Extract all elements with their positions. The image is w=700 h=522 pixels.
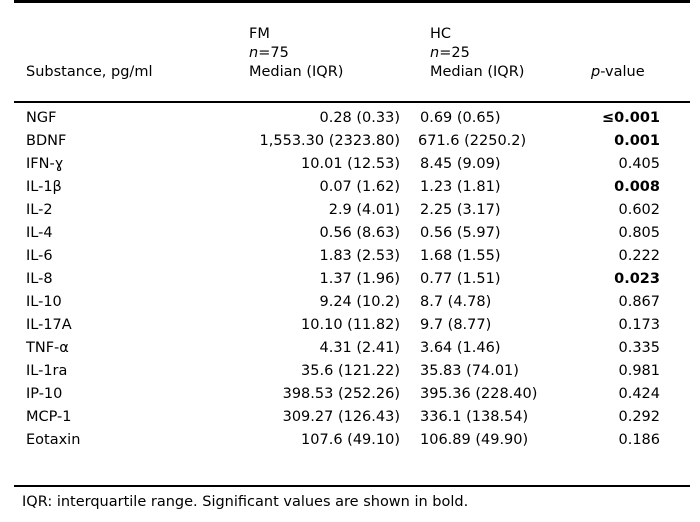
- cell-substance: MCP-1: [26, 409, 72, 425]
- cell-p-value: 0.023: [614, 271, 660, 287]
- table-row: IL-4 0.56 (8.63) 0.56 (5.97) 0.805: [0, 222, 700, 245]
- cell-fm: 309.27 (126.43): [282, 409, 400, 425]
- table-row: IP-10 398.53 (252.26) 395.36 (228.40) 0.424: [0, 383, 700, 406]
- cell-substance: IFN-ɣ: [26, 156, 64, 172]
- cell-p-value: 0.424: [618, 386, 660, 402]
- cell-hc: 671.6 (2250.2): [418, 133, 527, 149]
- header-hc-group: HC: [430, 26, 452, 42]
- cell-p-value: 0.173: [618, 317, 660, 333]
- cell-fm: 1,553.30 (2323.80): [259, 133, 400, 149]
- table-row: Eotaxin 107.6 (49.10) 106.89 (49.90) 0.186: [0, 429, 700, 452]
- table-row: IL-17A 10.10 (11.82) 9.7 (8.77) 0.173: [0, 314, 700, 337]
- cell-fm: 35.6 (121.22): [301, 363, 400, 379]
- table-row: NGF 0.28 (0.33) 0.69 (0.65) ≤0.001: [0, 107, 700, 130]
- cell-substance: TNF-α: [26, 340, 69, 356]
- header-fm-stat: Median (IQR): [249, 64, 344, 80]
- table-row: IL-1β 0.07 (1.62) 1.23 (1.81) 0.008: [0, 176, 700, 199]
- table-body: NGF 0.28 (0.33) 0.69 (0.65) ≤0.001 BDNF 1,553…: [0, 107, 700, 452]
- cell-hc: 395.36 (228.40): [420, 386, 538, 402]
- table-row: TNF-α 4.31 (2.41) 3.64 (1.46) 0.335: [0, 337, 700, 360]
- cell-p-value: 0.001: [614, 133, 660, 149]
- cell-p-value: 0.602: [618, 202, 660, 218]
- cell-fm: 107.6 (49.10): [301, 432, 400, 448]
- cell-hc: 8.7 (4.78): [420, 294, 492, 310]
- table-row: MCP-1 309.27 (126.43) 336.1 (138.54) 0.292: [0, 406, 700, 429]
- cell-hc: 2.25 (3.17): [420, 202, 501, 218]
- cell-p-value: 0.292: [618, 409, 660, 425]
- cell-fm: 9.24 (10.2): [319, 294, 401, 310]
- cell-hc: 106.89 (49.90): [420, 432, 529, 448]
- cell-p-value: 0.335: [618, 340, 660, 356]
- cell-fm: 1.83 (2.53): [319, 248, 401, 264]
- table-row: IFN-ɣ 10.01 (12.53) 8.45 (9.09) 0.405: [0, 153, 700, 176]
- cell-hc: 336.1 (138.54): [420, 409, 529, 425]
- header-hc-n-value: =25: [439, 45, 470, 61]
- cell-hc: 8.45 (9.09): [420, 156, 501, 172]
- cell-fm: 10.01 (12.53): [301, 156, 400, 172]
- cell-hc: 0.69 (0.65): [420, 110, 501, 126]
- table-row: IL-8 1.37 (1.96) 0.77 (1.51) 0.023: [0, 268, 700, 291]
- cell-substance: NGF: [26, 110, 57, 126]
- cell-fm: 10.10 (11.82): [301, 317, 400, 333]
- header-hc-n-label: n: [430, 45, 440, 61]
- header-substance-label: Substance, pg/ml: [26, 64, 153, 80]
- cell-hc: 3.64 (1.46): [420, 340, 501, 356]
- table-row: IL-10 9.24 (10.2) 8.7 (4.78) 0.867: [0, 291, 700, 314]
- table-header-rule: [14, 101, 690, 103]
- cell-hc: 9.7 (8.77): [420, 317, 492, 333]
- header-substance: Substance, pg/ml: [26, 63, 152, 82]
- cell-p-value: ≤0.001: [601, 110, 660, 126]
- cell-p-value: 0.981: [618, 363, 660, 379]
- cell-substance: IL-2: [26, 202, 53, 218]
- table-bottom-rule: [14, 485, 690, 487]
- cell-substance: IL-17A: [26, 317, 72, 333]
- header-fm-n: n=75: [249, 44, 343, 63]
- cell-p-value: 0.805: [618, 225, 660, 241]
- cell-p-value: 0.867: [618, 294, 660, 310]
- cell-hc: 1.68 (1.55): [420, 248, 501, 264]
- cell-fm: 1.37 (1.96): [319, 271, 401, 287]
- cell-hc: 35.83 (74.01): [420, 363, 519, 379]
- cell-substance: IL-1ra: [26, 363, 68, 379]
- header-fm: FM n=75 Median (IQR): [249, 25, 343, 82]
- cell-p-value: 0.008: [614, 179, 660, 195]
- table-footnote: IQR: interquartile range. Significant va…: [22, 494, 469, 510]
- cell-fm: 0.56 (8.63): [319, 225, 401, 241]
- table-row: IL-2 2.9 (4.01) 2.25 (3.17) 0.602: [0, 199, 700, 222]
- header-p-rest: -value: [600, 64, 645, 80]
- cell-p-value: 0.222: [618, 248, 660, 264]
- cell-substance: BDNF: [26, 133, 67, 149]
- cell-substance: IP-10: [26, 386, 63, 402]
- table-row: IL-1ra 35.6 (121.22) 35.83 (74.01) 0.981: [0, 360, 700, 383]
- cell-substance: Eotaxin: [26, 432, 81, 448]
- cell-fm: 2.9 (4.01): [328, 202, 400, 218]
- table-row: BDNF 1,553.30 (2323.80) 671.6 (2250.2) 0.00…: [0, 130, 700, 153]
- cell-fm: 398.53 (252.26): [282, 386, 400, 402]
- header-p-label: p-value: [591, 63, 645, 82]
- cell-p-value: 0.405: [618, 156, 660, 172]
- header-fm-n-label: n: [249, 45, 259, 61]
- table-top-rule: [14, 0, 690, 3]
- header-p-italic: p: [591, 64, 601, 80]
- cell-substance: IL-8: [26, 271, 53, 287]
- header-fm-n-value: =75: [258, 45, 289, 61]
- cell-p-value: 0.186: [618, 432, 660, 448]
- cell-substance: IL-10: [26, 294, 62, 310]
- cell-hc: 0.56 (5.97): [420, 225, 501, 241]
- cell-substance: IL-4: [26, 225, 53, 241]
- header-hc-n: n=25: [430, 44, 524, 63]
- header-hc: HC n=25 Median (IQR): [430, 25, 524, 82]
- cell-fm: 0.07 (1.62): [319, 179, 401, 195]
- cell-hc: 1.23 (1.81): [420, 179, 501, 195]
- header-fm-group: FM: [249, 26, 270, 42]
- cell-hc: 0.77 (1.51): [420, 271, 501, 287]
- cell-fm: 0.28 (0.33): [319, 110, 401, 126]
- header-hc-stat: Median (IQR): [430, 64, 525, 80]
- cell-substance: IL-1β: [26, 179, 62, 195]
- table-row: IL-6 1.83 (2.53) 1.68 (1.55) 0.222: [0, 245, 700, 268]
- header-p: p-value: [591, 63, 645, 82]
- cell-substance: IL-6: [26, 248, 53, 264]
- cell-fm: 4.31 (2.41): [319, 340, 401, 356]
